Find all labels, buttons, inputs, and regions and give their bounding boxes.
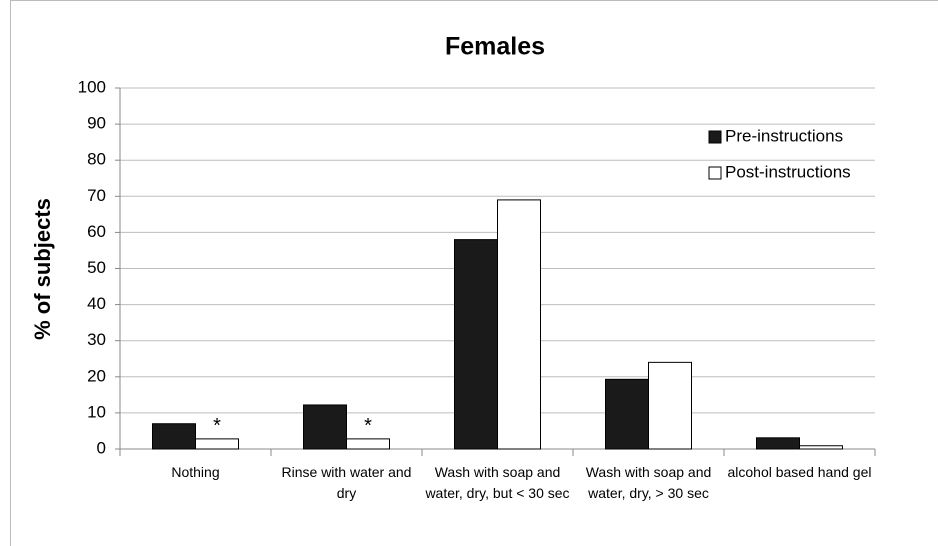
bar: [799, 445, 843, 450]
y-tick-label: 10: [87, 402, 106, 421]
legend-swatch: [708, 166, 722, 180]
legend-label: Post-instructions: [725, 162, 851, 181]
bar: [152, 423, 196, 450]
legend-swatch: [708, 130, 722, 144]
y-tick-label: 70: [87, 186, 106, 205]
y-tick-label: 90: [87, 114, 106, 133]
y-tick-label: 20: [87, 366, 106, 385]
bar: [195, 438, 239, 450]
chart-title: Females: [445, 33, 545, 61]
annotation: *: [364, 415, 372, 437]
y-tick-label: 100: [78, 77, 106, 96]
bar: [303, 404, 347, 450]
bar: [605, 378, 649, 450]
y-tick-label: 60: [87, 222, 106, 241]
y-tick-label: 0: [97, 438, 106, 457]
bar: [454, 239, 498, 450]
y-axis-label: % of subjects: [30, 198, 55, 340]
y-tick-label: 30: [87, 330, 106, 349]
x-tick-label: Wash with soap and water, dry, but < 30 …: [425, 464, 570, 501]
y-tick-label: 40: [87, 294, 106, 313]
x-tick-label: Rinse with water and dry: [281, 464, 412, 501]
bar: [346, 438, 390, 450]
y-tick-label: 50: [87, 258, 106, 277]
legend-label: Pre-instructions: [725, 126, 843, 145]
x-tick-label: alcohol based hand gel: [727, 464, 872, 480]
bar: [497, 199, 541, 450]
x-tick-label: Nothing: [171, 464, 220, 480]
y-tick-label: 80: [87, 150, 106, 169]
x-tick-label: Wash with soap and water, dry, > 30 sec: [585, 464, 712, 501]
annotation: *: [213, 415, 221, 437]
bar: [648, 361, 692, 450]
bar: [756, 437, 800, 450]
